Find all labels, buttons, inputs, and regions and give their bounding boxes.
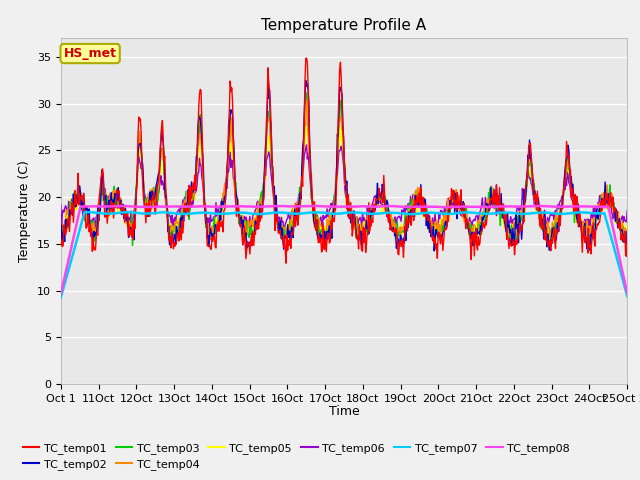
Title: Temperature Profile A: Temperature Profile A — [261, 18, 427, 33]
Y-axis label: Temperature (C): Temperature (C) — [19, 160, 31, 262]
Legend: TC_temp01, TC_temp02, TC_temp03, TC_temp04, TC_temp05, TC_temp06, TC_temp07, TC_: TC_temp01, TC_temp02, TC_temp03, TC_temp… — [19, 438, 575, 474]
Text: HS_met: HS_met — [63, 47, 116, 60]
X-axis label: Time: Time — [328, 405, 360, 418]
